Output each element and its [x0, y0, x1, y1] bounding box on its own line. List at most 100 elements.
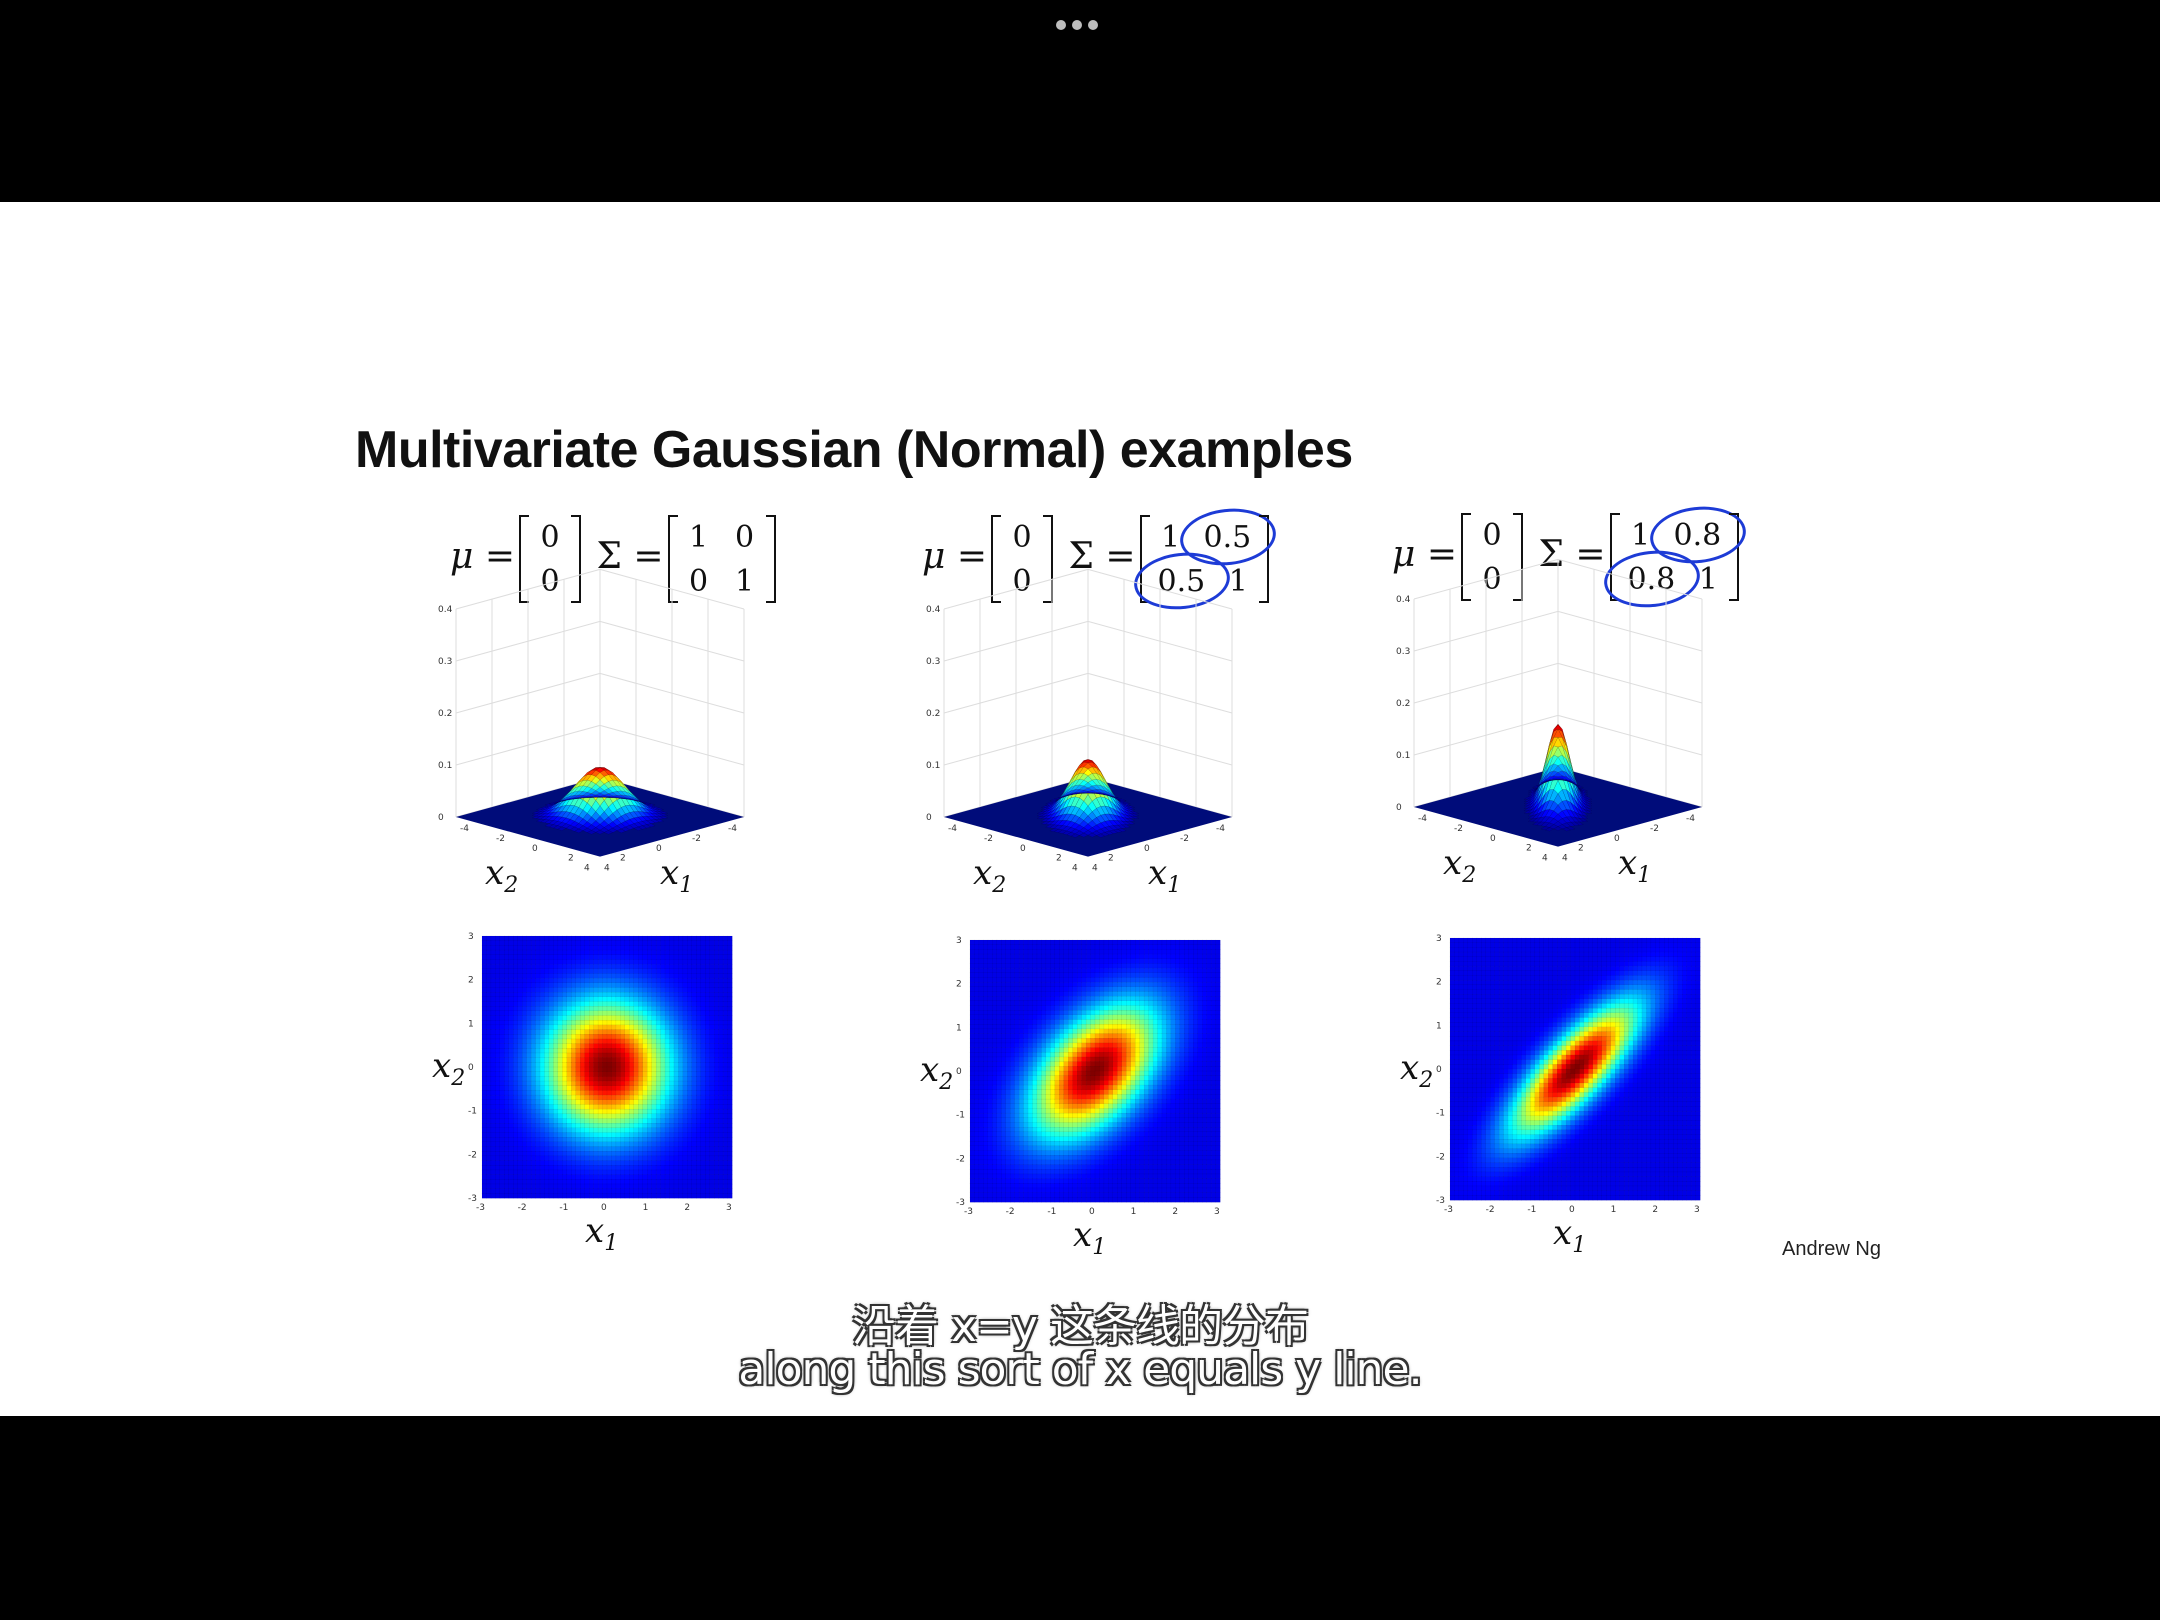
z-tick: 0 — [438, 813, 444, 823]
x1-tick: 3 — [1694, 1205, 1700, 1215]
x1-tick: 4 — [1092, 864, 1098, 874]
equation-panel-1: μ = 0 0 Σ = 1 0 0 1 — [450, 515, 780, 603]
x1-axis-label: x1 — [1073, 1215, 1106, 1260]
circled-covariance: 0.5 — [1194, 517, 1262, 559]
x2-tick: -2 — [1180, 834, 1189, 844]
z-tick: 0.4 — [438, 605, 453, 615]
x2-tick: -1 — [956, 1111, 965, 1121]
heatmap-cells — [481, 935, 733, 1199]
x1-tick: -2 — [1486, 1205, 1495, 1215]
gaussian-surface — [1523, 723, 1593, 832]
x2-tick: 0 — [468, 1063, 474, 1073]
subtitle-english: along this sort of x equals y line. — [738, 1344, 1422, 1395]
x2-tick: -2 — [956, 1154, 965, 1164]
x1-tick: 1 — [1611, 1205, 1617, 1215]
x2-tick: -2 — [1436, 1152, 1445, 1162]
sigma-row: 0.8 1 — [1618, 557, 1732, 601]
x2-tick: -1 — [1436, 1109, 1445, 1119]
x2-axis-label: x2 — [485, 853, 518, 898]
x1-axis-label: x1 — [1148, 853, 1181, 898]
contour-heatmap-3: -3-3 -2 -2 -1 -1 0 0 1 1 2 2 3 3 x1 x2 — [1400, 934, 1701, 1258]
sigma-matrix: 1 0.8 0.8 1 — [1609, 513, 1740, 601]
mu-value: 0 — [540, 564, 560, 599]
z-tick: 0.3 — [1396, 647, 1410, 657]
x2-axis-label: x2 — [1400, 1048, 1433, 1093]
z-tick: 0.3 — [438, 657, 452, 667]
x1-tick: 2 — [1056, 854, 1062, 864]
x2-tick: 3 — [468, 932, 474, 942]
z-tick: 0.3 — [926, 657, 940, 667]
gaussian-surface — [1036, 759, 1140, 838]
mu-symbol: μ = — [922, 536, 988, 577]
x2-tick: 0 — [656, 844, 662, 854]
x1-tick: 1 — [1131, 1207, 1137, 1217]
x2-tick: -4 — [1216, 824, 1225, 834]
sigma-symbol: Σ = — [1057, 536, 1136, 577]
x1-tick: -2 — [1454, 824, 1463, 834]
circled-covariance: 0.5 — [1148, 561, 1216, 603]
sigma-value: 1 — [1698, 562, 1718, 597]
contour-heatmap-1: -3-3 -2 -2 -1 -1 0 0 1 1 2 2 3 3 x1 x2 — [432, 932, 733, 1256]
sigma-value: 1 — [1160, 520, 1181, 555]
x1-tick: -3 — [964, 1207, 973, 1217]
x2-tick: 4 — [584, 864, 590, 874]
x2-axis-label: x2 — [1443, 843, 1476, 888]
sigma-value: 0 — [734, 520, 755, 555]
x2-tick: 3 — [1436, 934, 1442, 944]
circled-covariance: 0.8 — [1618, 559, 1686, 601]
x2-tick: 2 — [468, 976, 474, 986]
x1-tick: 0 — [601, 1203, 607, 1213]
mu-value: 0 — [1482, 562, 1502, 597]
x1-tick: 2 — [1526, 844, 1532, 854]
x1-tick: -4 — [948, 824, 957, 834]
contour-heatmap-2: -3-3 -2 -2 -1 -1 0 0 1 1 2 2 3 3 x1 x2 — [920, 936, 1221, 1260]
mu-symbol: μ = — [450, 536, 516, 577]
z-tick: 0.2 — [1396, 699, 1410, 709]
sigma-value: 1 — [734, 564, 755, 599]
z-tick: 0.2 — [438, 709, 452, 719]
x2-tick: 1 — [1436, 1021, 1442, 1031]
x2-tick: 2 — [956, 980, 962, 990]
x1-tick: -3 — [1444, 1205, 1453, 1215]
x1-tick: -4 — [460, 824, 469, 834]
x1-tick: 0 — [1020, 844, 1026, 854]
x1-tick: -4 — [1418, 814, 1427, 824]
mu-value: 0 — [1012, 520, 1032, 555]
z-tick: 0.4 — [1396, 595, 1411, 605]
x1-tick: -2 — [984, 834, 993, 844]
x2-tick: 1 — [468, 1019, 474, 1029]
sigma-value: 1 — [688, 520, 709, 555]
x1-tick: 0 — [1089, 1207, 1095, 1217]
video-bottom-bar — [0, 1416, 2160, 1620]
sigma-row: 0.5 1 — [1148, 559, 1262, 603]
x2-tick: 4 — [1072, 864, 1078, 874]
x1-tick: -1 — [559, 1203, 568, 1213]
x2-tick: -1 — [468, 1107, 477, 1117]
x2-tick: -2 — [692, 834, 701, 844]
heatmap-cells — [1449, 937, 1701, 1201]
z-tick: 0 — [926, 813, 932, 823]
more-horizontal-icon[interactable] — [1056, 18, 1104, 32]
x2-tick: -4 — [1686, 814, 1695, 824]
x1-tick: 1 — [643, 1203, 649, 1213]
equation-panel-3: μ = 0 0 Σ = 1 0.8 0.8 1 — [1392, 513, 1743, 601]
x1-tick: 4 — [604, 864, 610, 874]
video-top-bar — [0, 0, 2160, 202]
x2-tick: 0 — [1436, 1065, 1442, 1075]
x1-tick: 4 — [1562, 854, 1568, 864]
gaussian-surface — [531, 767, 669, 835]
x2-tick: -2 — [1650, 824, 1659, 834]
z-tick: 0.2 — [926, 709, 940, 719]
sigma-row: 1 0.5 — [1148, 515, 1262, 559]
x1-axis-label: x1 — [585, 1211, 618, 1256]
x1-tick: 3 — [1214, 1207, 1220, 1217]
x2-tick: -3 — [956, 1198, 965, 1208]
x1-tick: -1 — [1047, 1207, 1056, 1217]
